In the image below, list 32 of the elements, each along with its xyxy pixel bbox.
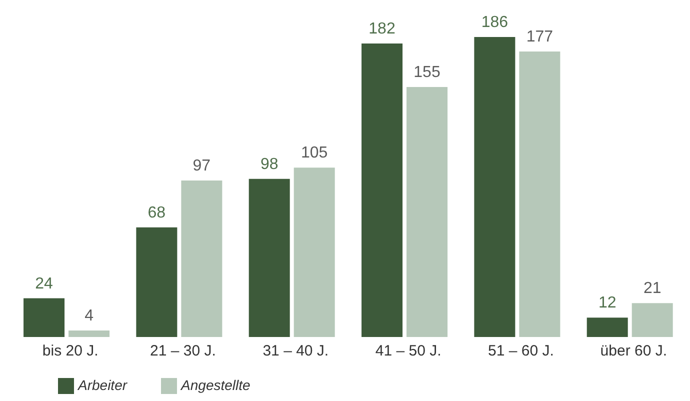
- x-tick-label: 21 – 30 J.: [150, 342, 216, 360]
- data-label: 21: [643, 280, 662, 298]
- data-label: 12: [598, 294, 616, 312]
- x-tick-label: über 60 J.: [600, 342, 668, 360]
- x-tick-label: bis 20 J.: [42, 342, 98, 360]
- x-tick-label: 31 – 40 J.: [262, 342, 329, 360]
- legend-label: Arbeiter: [78, 377, 128, 393]
- legend-label: Angestellte: [181, 377, 250, 393]
- data-label: 24: [35, 275, 54, 292]
- data-label: 97: [192, 158, 211, 175]
- bar: [519, 52, 560, 337]
- bar: [181, 180, 222, 337]
- bar: [136, 227, 178, 337]
- bar: [362, 43, 403, 337]
- data-label: 182: [368, 20, 396, 38]
- data-label: 98: [260, 156, 278, 173]
- x-tick-label: 41 – 50 J.: [375, 342, 442, 360]
- bar: [474, 37, 516, 337]
- bar: [632, 303, 673, 337]
- bar: [68, 330, 110, 337]
- data-label: 177: [526, 28, 554, 46]
- bar: [24, 298, 65, 337]
- data-label: 4: [84, 308, 94, 325]
- data-label: 105: [301, 144, 328, 162]
- data-label: 68: [148, 204, 166, 222]
- data-label: 186: [481, 14, 508, 31]
- bar: [406, 87, 448, 337]
- bar: [294, 168, 335, 337]
- bar: [586, 318, 628, 337]
- bar: [248, 178, 290, 337]
- data-label: 155: [414, 64, 440, 81]
- x-tick-label: 51 – 60 J.: [488, 342, 554, 360]
